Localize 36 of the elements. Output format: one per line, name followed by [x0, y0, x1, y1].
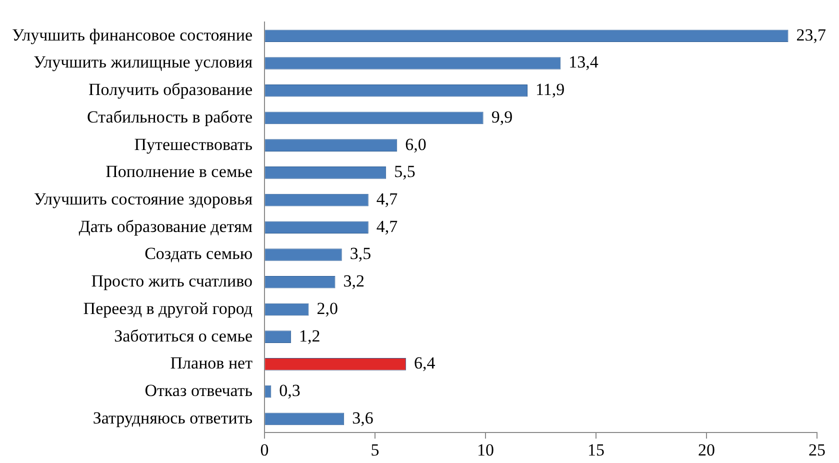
x-tick-label: 5: [370, 440, 380, 460]
data-label: 1,2: [299, 326, 320, 346]
x-tick-label: 10: [477, 440, 494, 460]
y-tick-label: Просто жить счатливо: [91, 272, 253, 291]
y-tick-label: Стабильность в работе: [87, 107, 253, 126]
y-tick-label: Переезд в другой город: [83, 298, 253, 318]
x-tick-label: 25: [808, 440, 826, 460]
y-tick-label: Получить образование: [88, 80, 253, 100]
y-tick-label: Затрудняюсь ответить: [92, 408, 253, 428]
data-label: 3,2: [343, 272, 365, 291]
x-tick-label: 15: [588, 440, 605, 460]
data-label: 4,7: [376, 216, 398, 236]
data-label: 3,5: [350, 244, 372, 264]
data-label: 23,7: [796, 25, 827, 44]
data-label: 6,4: [414, 354, 436, 373]
y-tick-label: Пополнение в семье: [106, 162, 253, 182]
data-label: 6,0: [405, 134, 426, 154]
y-tick-label: Планов нет: [170, 354, 254, 373]
y-tick-label: Путешествовать: [134, 134, 253, 154]
x-tick-label: 0: [260, 440, 269, 460]
data-label: 2,0: [316, 298, 338, 318]
y-tick-label: Улучшить жилищные условия: [33, 52, 253, 72]
y-tick-label: Дать образование детям: [78, 216, 253, 236]
data-label: 0,3: [279, 381, 300, 400]
y-tick-label: Отказ отвечать: [144, 381, 253, 400]
data-label: 3,6: [352, 408, 374, 428]
data-label: 9,9: [491, 107, 513, 126]
x-tick-label: 20: [698, 440, 716, 460]
data-label: 13,4: [568, 52, 599, 72]
data-label: 11,9: [536, 80, 565, 100]
y-tick-label: Улучшить состояние здоровья: [34, 190, 253, 209]
y-tick-label: Улучшить финансовое состояние: [12, 25, 253, 44]
y-tick-label: Создать семью: [144, 244, 253, 264]
data-label: 4,7: [376, 190, 398, 209]
y-tick-label: Заботиться о семье: [114, 326, 253, 346]
data-label: 5,5: [394, 162, 416, 182]
